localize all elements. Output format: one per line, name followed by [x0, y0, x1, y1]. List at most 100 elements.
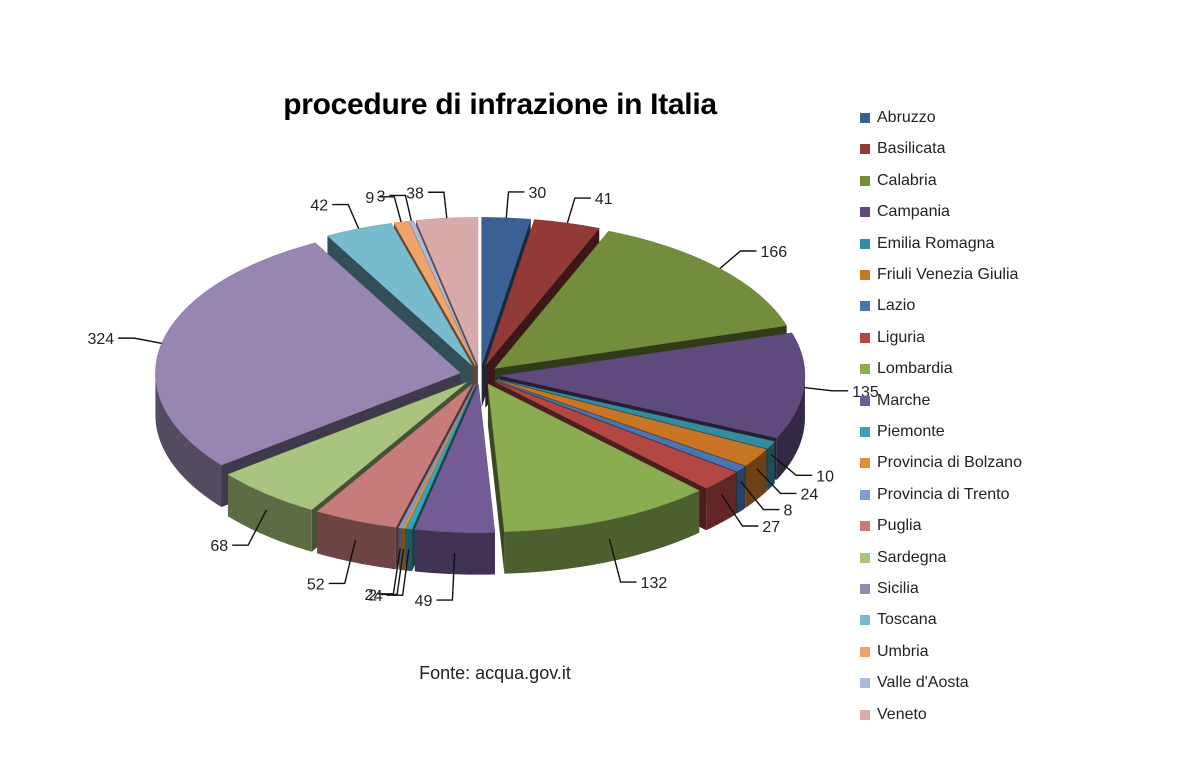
- legend-item-marche: Marche: [860, 389, 930, 413]
- slice-edge-sardegna: [227, 474, 312, 552]
- legend-item-provincia-di-bolzano: Provincia di Bolzano: [860, 451, 1022, 475]
- data-label-calabria: 166: [760, 244, 787, 261]
- legend-swatch: [860, 615, 870, 626]
- leader-line-veneto: [427, 191, 448, 219]
- slice-edge-emilia-romagna: [767, 441, 775, 491]
- legend-label: Emilia Romagna: [877, 234, 995, 252]
- legend-swatch: [860, 489, 870, 500]
- leader-line-calabria: [719, 250, 757, 270]
- legend-item-lazio: Lazio: [860, 294, 915, 318]
- legend-item-toscana: Toscana: [860, 608, 937, 632]
- legend-item-puglia: Puglia: [860, 514, 921, 538]
- slice-valle-d-aosta: [408, 220, 477, 366]
- data-label-sardegna: 68: [210, 538, 228, 555]
- legend-label: Abruzzo: [877, 109, 936, 126]
- legend-item-abruzzo: Abruzzo: [860, 106, 936, 130]
- data-label-lazio: 8: [783, 503, 792, 520]
- slice-campania: [499, 332, 806, 439]
- data-label-campania: 135: [852, 384, 879, 401]
- slice-sardegna: [227, 382, 468, 511]
- legend-item-friuli-venezia-giulia: Friuli Venezia Giulia: [860, 263, 1018, 287]
- slice-piemonte: [405, 384, 476, 530]
- legend-item-emilia-romagna: Emilia Romagna: [860, 232, 994, 256]
- legend-swatch: [860, 427, 870, 437]
- legend-swatch: [860, 270, 870, 280]
- slice-sicilia: [155, 242, 461, 466]
- leader-line-basilicata: [566, 197, 591, 224]
- data-label-basilicata: 41: [595, 191, 613, 208]
- leader-line-lombardia: [608, 538, 637, 583]
- slice-umbria: [393, 220, 476, 366]
- data-label-friuli-venezia-giulia: 24: [801, 486, 819, 503]
- data-label-provincia-di-trento: 2: [364, 587, 373, 604]
- data-label-liguria: 27: [762, 519, 780, 536]
- data-label-abruzzo: 30: [529, 185, 547, 202]
- legend-item-valle-d-aosta: Valle d'Aosta: [860, 671, 969, 695]
- legend-swatch: [860, 175, 870, 186]
- legend-item-provincia-di-trento: Provincia di Trento: [860, 483, 1010, 507]
- legend-item-campania: Campania: [860, 200, 950, 224]
- slice-edge-lombardia: [504, 490, 700, 574]
- legend-swatch: [860, 584, 870, 594]
- legend-item-lombardia: Lombardia: [860, 357, 953, 381]
- legend-swatch: [860, 207, 870, 218]
- legend-swatch: [860, 458, 870, 469]
- source-note: Fonte: acqua.gov.it: [419, 663, 571, 683]
- legend-swatch: [860, 521, 870, 532]
- slice-veneto: [415, 217, 479, 366]
- legend-label: Piemonte: [877, 423, 945, 440]
- slice-edge-liguria: [706, 472, 736, 531]
- data-label-marche: 49: [415, 593, 433, 610]
- legend-label: Marche: [877, 391, 931, 409]
- legend-item-piemonte: Piemonte: [860, 420, 945, 444]
- slice-emilia-romagna: [497, 379, 776, 449]
- legend-item-calabria: Calabria: [860, 169, 937, 193]
- leader-line-umbria: [378, 196, 402, 223]
- leader-line-campania: [804, 386, 849, 392]
- data-label-provincia-di-bolzano: 2: [368, 587, 377, 604]
- legend-swatch: [860, 332, 870, 343]
- leader-line-provincia-di-trento: [377, 548, 401, 595]
- leader-line-marche: [436, 553, 456, 601]
- legend-label: Umbria: [877, 642, 929, 660]
- data-label-puglia: 52: [307, 576, 325, 593]
- legend-swatch: [860, 552, 870, 563]
- legend-swatch: [860, 301, 870, 312]
- data-label-toscana: 42: [310, 198, 328, 215]
- data-label-umbria: 9: [365, 190, 374, 207]
- slice-edge-marche: [414, 529, 495, 575]
- slice-marche: [414, 383, 496, 533]
- slice-toscana: [326, 223, 473, 367]
- leader-line-friuli-venezia-giulia: [756, 468, 797, 495]
- legend-item-sicilia: Sicilia: [860, 577, 919, 601]
- leader-line-sicilia: [118, 337, 162, 345]
- legend-label: Provincia di Trento: [877, 485, 1010, 503]
- legend-label: Liguria: [877, 328, 926, 346]
- legend-item-umbria: Umbria: [860, 640, 929, 664]
- legend-swatch: [860, 678, 870, 689]
- data-label-valle-d-aosta: 3: [377, 188, 386, 205]
- legend-label: Puglia: [877, 517, 922, 535]
- slice-liguria: [494, 381, 737, 489]
- data-label-piemonte: 4: [374, 588, 383, 605]
- data-label-veneto: 38: [406, 185, 424, 202]
- slice-edge-puglia: [317, 511, 396, 570]
- data-label-sicilia: 324: [87, 331, 114, 348]
- legend-item-basilicata: Basilicata: [860, 137, 945, 161]
- legend-label: Basilicata: [877, 140, 946, 158]
- slice-basilicata: [485, 219, 600, 366]
- pie-tops: [155, 217, 806, 533]
- legend-item-veneto: Veneto: [860, 703, 927, 727]
- slice-edge-campania: [776, 373, 805, 480]
- slice-edge-lazio: [736, 466, 745, 514]
- data-label-lombardia: 132: [641, 575, 668, 592]
- legend-label: Lazio: [877, 297, 916, 315]
- leader-line-emilia-romagna: [770, 453, 813, 477]
- leader-line-abruzzo: [505, 191, 525, 218]
- legend-label: Lombardia: [877, 360, 953, 378]
- leader-line-piemonte: [386, 549, 410, 596]
- legend-label: Toscana: [877, 611, 937, 629]
